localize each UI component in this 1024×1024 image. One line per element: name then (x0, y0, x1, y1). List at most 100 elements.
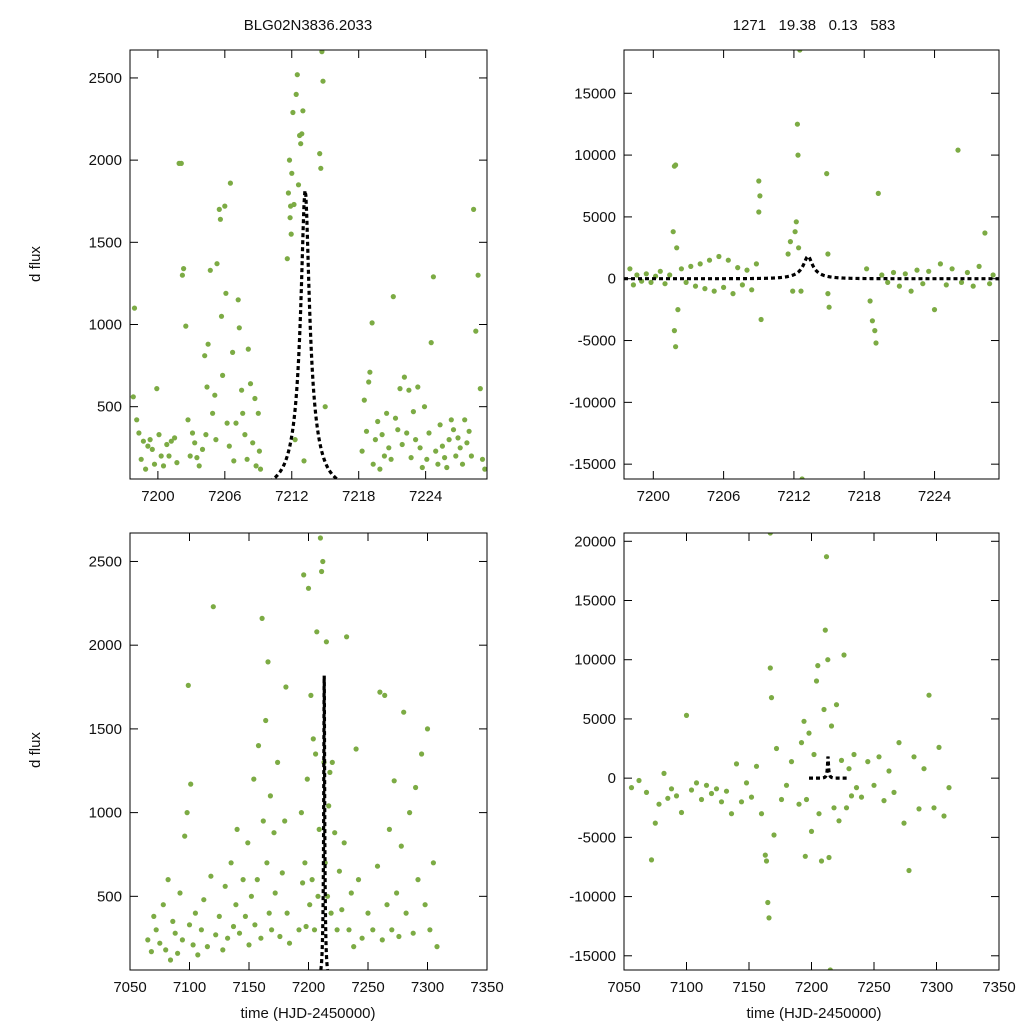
data-point (958, 279, 965, 285)
data-point (300, 880, 306, 886)
data-point (797, 50, 803, 53)
data-point (673, 162, 679, 168)
data-point (816, 811, 822, 817)
data-point (314, 629, 320, 635)
data-point (212, 392, 218, 398)
chart-title-right: 1271 19.38 0.13 583 (733, 17, 896, 34)
data-point (410, 930, 416, 936)
data-point (149, 446, 155, 452)
data-point (673, 344, 679, 350)
data-point (225, 935, 231, 941)
data-point (713, 786, 720, 792)
data-point (453, 453, 459, 459)
x-axis-label-right: time (HJD-2450000) (746, 1005, 881, 1022)
data-point (167, 957, 174, 963)
data-point (264, 860, 270, 866)
data-point (667, 272, 673, 278)
panel-top-right: 7200 7206 7212 7218 7224 -15000 -10000 -5000 0 50… (569, 49, 1000, 505)
data-point (286, 940, 293, 946)
data-point (936, 744, 942, 751)
data-point (196, 463, 202, 469)
data-point (190, 942, 196, 948)
data-point (260, 818, 266, 824)
data-point (867, 298, 873, 304)
data-point (673, 793, 680, 799)
data-point (382, 692, 388, 699)
data-point (255, 743, 262, 749)
data-point (763, 858, 770, 864)
data-point (366, 379, 372, 385)
data-point (363, 428, 370, 434)
data-point (896, 740, 902, 746)
data-point (310, 736, 316, 742)
data-point (185, 682, 191, 689)
y-axis-label-top: d flux (27, 246, 44, 282)
data-point (154, 386, 160, 392)
data-point (156, 432, 162, 438)
data-point (384, 410, 390, 416)
data-point (652, 820, 658, 826)
data-point (210, 604, 216, 610)
data-point (708, 790, 715, 797)
data-point (937, 261, 944, 267)
data-point (796, 245, 802, 251)
data-point (831, 805, 837, 811)
data-point (290, 109, 296, 116)
y-tick-label: 5000 (583, 209, 616, 226)
data-point (257, 466, 264, 472)
data-points (628, 533, 952, 970)
data-point (253, 463, 259, 469)
data-point (920, 281, 926, 287)
data-point (222, 883, 228, 889)
data-point (843, 805, 850, 811)
x-tick-label: 7200 (637, 488, 670, 505)
data-point (147, 437, 153, 443)
data-point (163, 947, 169, 953)
data-point (194, 455, 200, 461)
data-point (234, 826, 240, 833)
x-tick-label: 7224 (918, 488, 951, 505)
data-point (188, 781, 194, 787)
data-point (657, 268, 663, 274)
data-point (228, 860, 234, 866)
data-point (990, 272, 996, 278)
chart-title-left: BLG02N3836.2033 (244, 17, 372, 34)
panel-bottom-right: 7050 7100 7150 7200 7250 7300 7350 -15000 -10000… (569, 532, 1016, 996)
panel-bottom-left: 7050 7100 7150 7200 7250 7300 7350 500 1000 1500 2… (89, 532, 504, 996)
x-tick-label: 7100 (173, 979, 206, 996)
data-point (313, 751, 319, 757)
data-point (222, 203, 228, 209)
data-point (394, 890, 400, 896)
data-point (671, 328, 678, 334)
data-point (826, 854, 832, 861)
data-point (864, 266, 870, 272)
data-point (239, 387, 245, 393)
data-point (329, 759, 335, 766)
data-point (277, 933, 283, 940)
data-point (166, 453, 172, 459)
data-point (435, 461, 441, 467)
data-point (827, 967, 833, 970)
data-point (825, 251, 831, 257)
data-point (419, 751, 425, 757)
data-point (728, 811, 735, 817)
data-point (287, 215, 293, 221)
y-tick-label: 20000 (574, 533, 616, 550)
data-point (439, 443, 445, 449)
data-point (247, 381, 254, 387)
data-point (916, 806, 922, 812)
data-point (970, 283, 976, 289)
data-point (318, 165, 324, 171)
data-point (462, 417, 468, 423)
data-point (838, 757, 845, 764)
data-point (628, 785, 635, 791)
data-point (388, 456, 394, 462)
data-point (201, 897, 207, 903)
data-point (823, 554, 830, 560)
y-tick-label: 0 (608, 271, 616, 288)
data-point (157, 940, 163, 946)
data-point (301, 572, 307, 578)
data-point (367, 369, 373, 375)
data-point (427, 927, 433, 933)
data-point (426, 430, 432, 436)
